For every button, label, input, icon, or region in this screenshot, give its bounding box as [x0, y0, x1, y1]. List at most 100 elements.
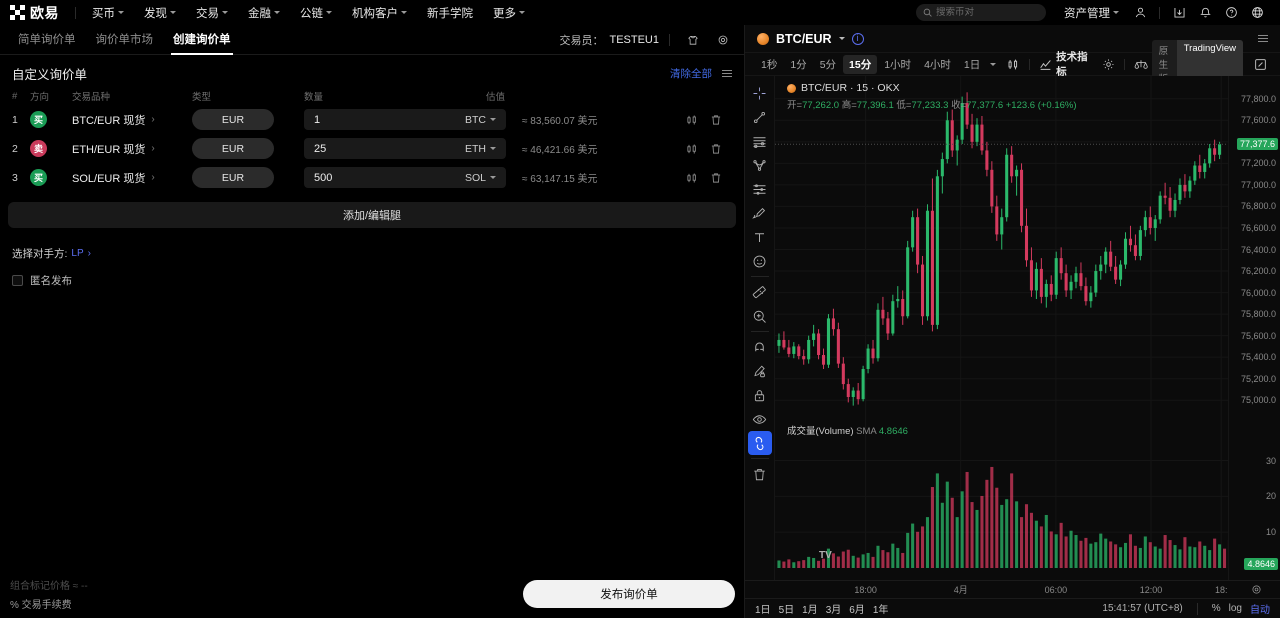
emoji-icon[interactable]	[748, 249, 772, 273]
chevron-right-icon[interactable]: ›	[87, 248, 91, 259]
price-chart-plot[interactable]: BTC/EUR · 15 · OKX 开=77,262.0 高=77,396.1…	[775, 76, 1228, 580]
trash-icon[interactable]	[710, 143, 722, 155]
nav-item-finance[interactable]: 金融	[238, 0, 290, 25]
nav-item-asset-management[interactable]: 资产管理	[1056, 0, 1127, 25]
range-5d[interactable]: 5日	[778, 605, 795, 616]
counterparty-value[interactable]: LP	[71, 248, 84, 259]
quantity-input[interactable]	[314, 142, 465, 155]
horizontal-lines-icon[interactable]	[748, 129, 772, 153]
direction-cell[interactable]: 买	[30, 111, 72, 128]
tab-create-rfq[interactable]: 创建询价单	[163, 25, 241, 55]
globe-icon[interactable]	[1244, 0, 1270, 25]
percent-toggle[interactable]: %	[1211, 603, 1221, 614]
range-1d[interactable]: 1日	[755, 605, 771, 616]
range-1y[interactable]: 1年	[872, 605, 889, 616]
fib-retracement-icon[interactable]	[748, 177, 772, 201]
link-icon[interactable]	[747, 431, 772, 455]
quantity-input[interactable]	[314, 171, 465, 184]
gear-icon[interactable]	[1251, 584, 1262, 595]
indicators-icon[interactable]	[1036, 58, 1055, 71]
range-1mo[interactable]: 1月	[802, 605, 818, 616]
clear-all-button[interactable]: 清除全部	[670, 67, 712, 80]
time-axis[interactable]: 18:00 4月 06:00 12:00 18:	[745, 580, 1280, 598]
timeframe-5m[interactable]: 5分	[819, 58, 837, 71]
unit-selector[interactable]: BTC	[465, 114, 496, 126]
timeframe-1h[interactable]: 1小时	[884, 58, 912, 71]
chart-pair-label[interactable]: BTC/EUR	[776, 31, 832, 46]
search-input[interactable]	[936, 7, 1039, 18]
pitchfork-icon[interactable]	[748, 153, 772, 177]
unit-selector[interactable]: ETH	[465, 143, 496, 155]
shirt-icon[interactable]	[680, 27, 706, 52]
anonymous-checkbox[interactable]	[12, 275, 23, 286]
tab-rfq-market[interactable]: 询价单市场	[95, 33, 154, 46]
text-icon[interactable]	[748, 225, 772, 249]
gear-icon[interactable]	[1099, 58, 1118, 71]
trash-icon[interactable]	[710, 172, 722, 184]
nav-item-buy-crypto[interactable]: 买币	[82, 0, 134, 25]
help-icon[interactable]	[1218, 0, 1244, 25]
range-3mo[interactable]: 3月	[825, 605, 842, 616]
eye-icon[interactable]	[748, 407, 772, 431]
nav-item-chain[interactable]: 公链	[290, 0, 342, 25]
tab-simple-rfq[interactable]: 简单询价单	[18, 33, 76, 46]
direction-cell[interactable]: 买	[30, 169, 72, 186]
info-icon[interactable]: i	[851, 32, 864, 45]
search-box[interactable]	[916, 4, 1046, 21]
add-edit-leg-button[interactable]: 添加/编辑腿	[8, 202, 736, 228]
ruler-icon[interactable]	[748, 280, 772, 304]
timeframe-15m[interactable]: 15分	[843, 54, 878, 74]
fullscreen-icon[interactable]	[1251, 58, 1270, 71]
brush-icon[interactable]	[748, 201, 772, 225]
unit-selector[interactable]: SOL	[465, 172, 496, 184]
quantity-cell[interactable]: BTC	[304, 109, 506, 130]
settings-icon[interactable]	[710, 27, 736, 52]
timeframe-4h[interactable]: 4小时	[924, 58, 951, 71]
nav-item-discover[interactable]: 发现	[134, 0, 186, 25]
bell-icon[interactable]	[1192, 0, 1218, 25]
list-icon[interactable]	[722, 69, 732, 77]
symbol-cell[interactable]: BTC/EUR 现货 ›	[72, 112, 192, 128]
trash-icon[interactable]	[710, 114, 722, 126]
type-pill[interactable]: EUR	[192, 138, 274, 159]
candlestick-icon[interactable]	[686, 143, 698, 155]
nav-item-more[interactable]: 更多	[483, 0, 535, 25]
lock-icon[interactable]	[748, 383, 772, 407]
chart-menu-icon[interactable]	[1258, 35, 1268, 42]
trendline-icon[interactable]	[748, 105, 772, 129]
okx-logo[interactable]: 欧易	[10, 3, 59, 23]
symbol-cell[interactable]: ETH/EUR 现货 ›	[72, 141, 192, 157]
direction-cell[interactable]: 卖	[30, 140, 72, 157]
chevron-down-icon[interactable]	[838, 37, 845, 40]
magnet-icon[interactable]	[748, 335, 772, 359]
publish-rfq-button[interactable]: 发布询价单	[523, 580, 735, 608]
type-pill[interactable]: EUR	[192, 109, 274, 130]
candlestick-icon[interactable]	[686, 172, 698, 184]
symbol-cell[interactable]: SOL/EUR 现货 ›	[72, 170, 192, 186]
download-icon[interactable]	[1166, 0, 1192, 25]
quantity-cell[interactable]: SOL	[304, 167, 506, 188]
price-axis[interactable]: 77,800.077,600.077,400.077,200.077,000.0…	[1228, 76, 1280, 580]
pencil-lock-icon[interactable]	[748, 359, 772, 383]
quantity-input[interactable]	[314, 113, 465, 126]
chevron-down-icon[interactable]	[990, 62, 997, 66]
range-6mo[interactable]: 6月	[849, 605, 865, 616]
auto-toggle[interactable]: 自动	[1250, 605, 1270, 616]
trash-icon[interactable]	[748, 462, 772, 486]
nav-item-academy[interactable]: 新手学院	[417, 0, 483, 25]
zoom-in-icon[interactable]	[748, 304, 772, 328]
nav-item-institutional[interactable]: 机构客户	[342, 0, 417, 25]
candlestick-icon[interactable]	[686, 114, 698, 126]
type-pill[interactable]: EUR	[192, 167, 274, 188]
timeframe-1d[interactable]: 1日	[963, 58, 981, 71]
timeframe-1s[interactable]: 1秒	[761, 58, 778, 71]
crosshair-icon[interactable]	[748, 81, 772, 105]
nav-item-trade[interactable]: 交易	[186, 0, 238, 25]
log-toggle[interactable]: log	[1228, 603, 1242, 614]
quantity-cell[interactable]: ETH	[304, 138, 506, 159]
indicators-label[interactable]: 技术指标	[1056, 51, 1088, 78]
timeframe-1m[interactable]: 1分	[790, 58, 807, 71]
compare-icon[interactable]	[1131, 58, 1151, 71]
user-icon[interactable]	[1127, 0, 1153, 25]
candlestick-icon[interactable]	[1004, 58, 1023, 71]
